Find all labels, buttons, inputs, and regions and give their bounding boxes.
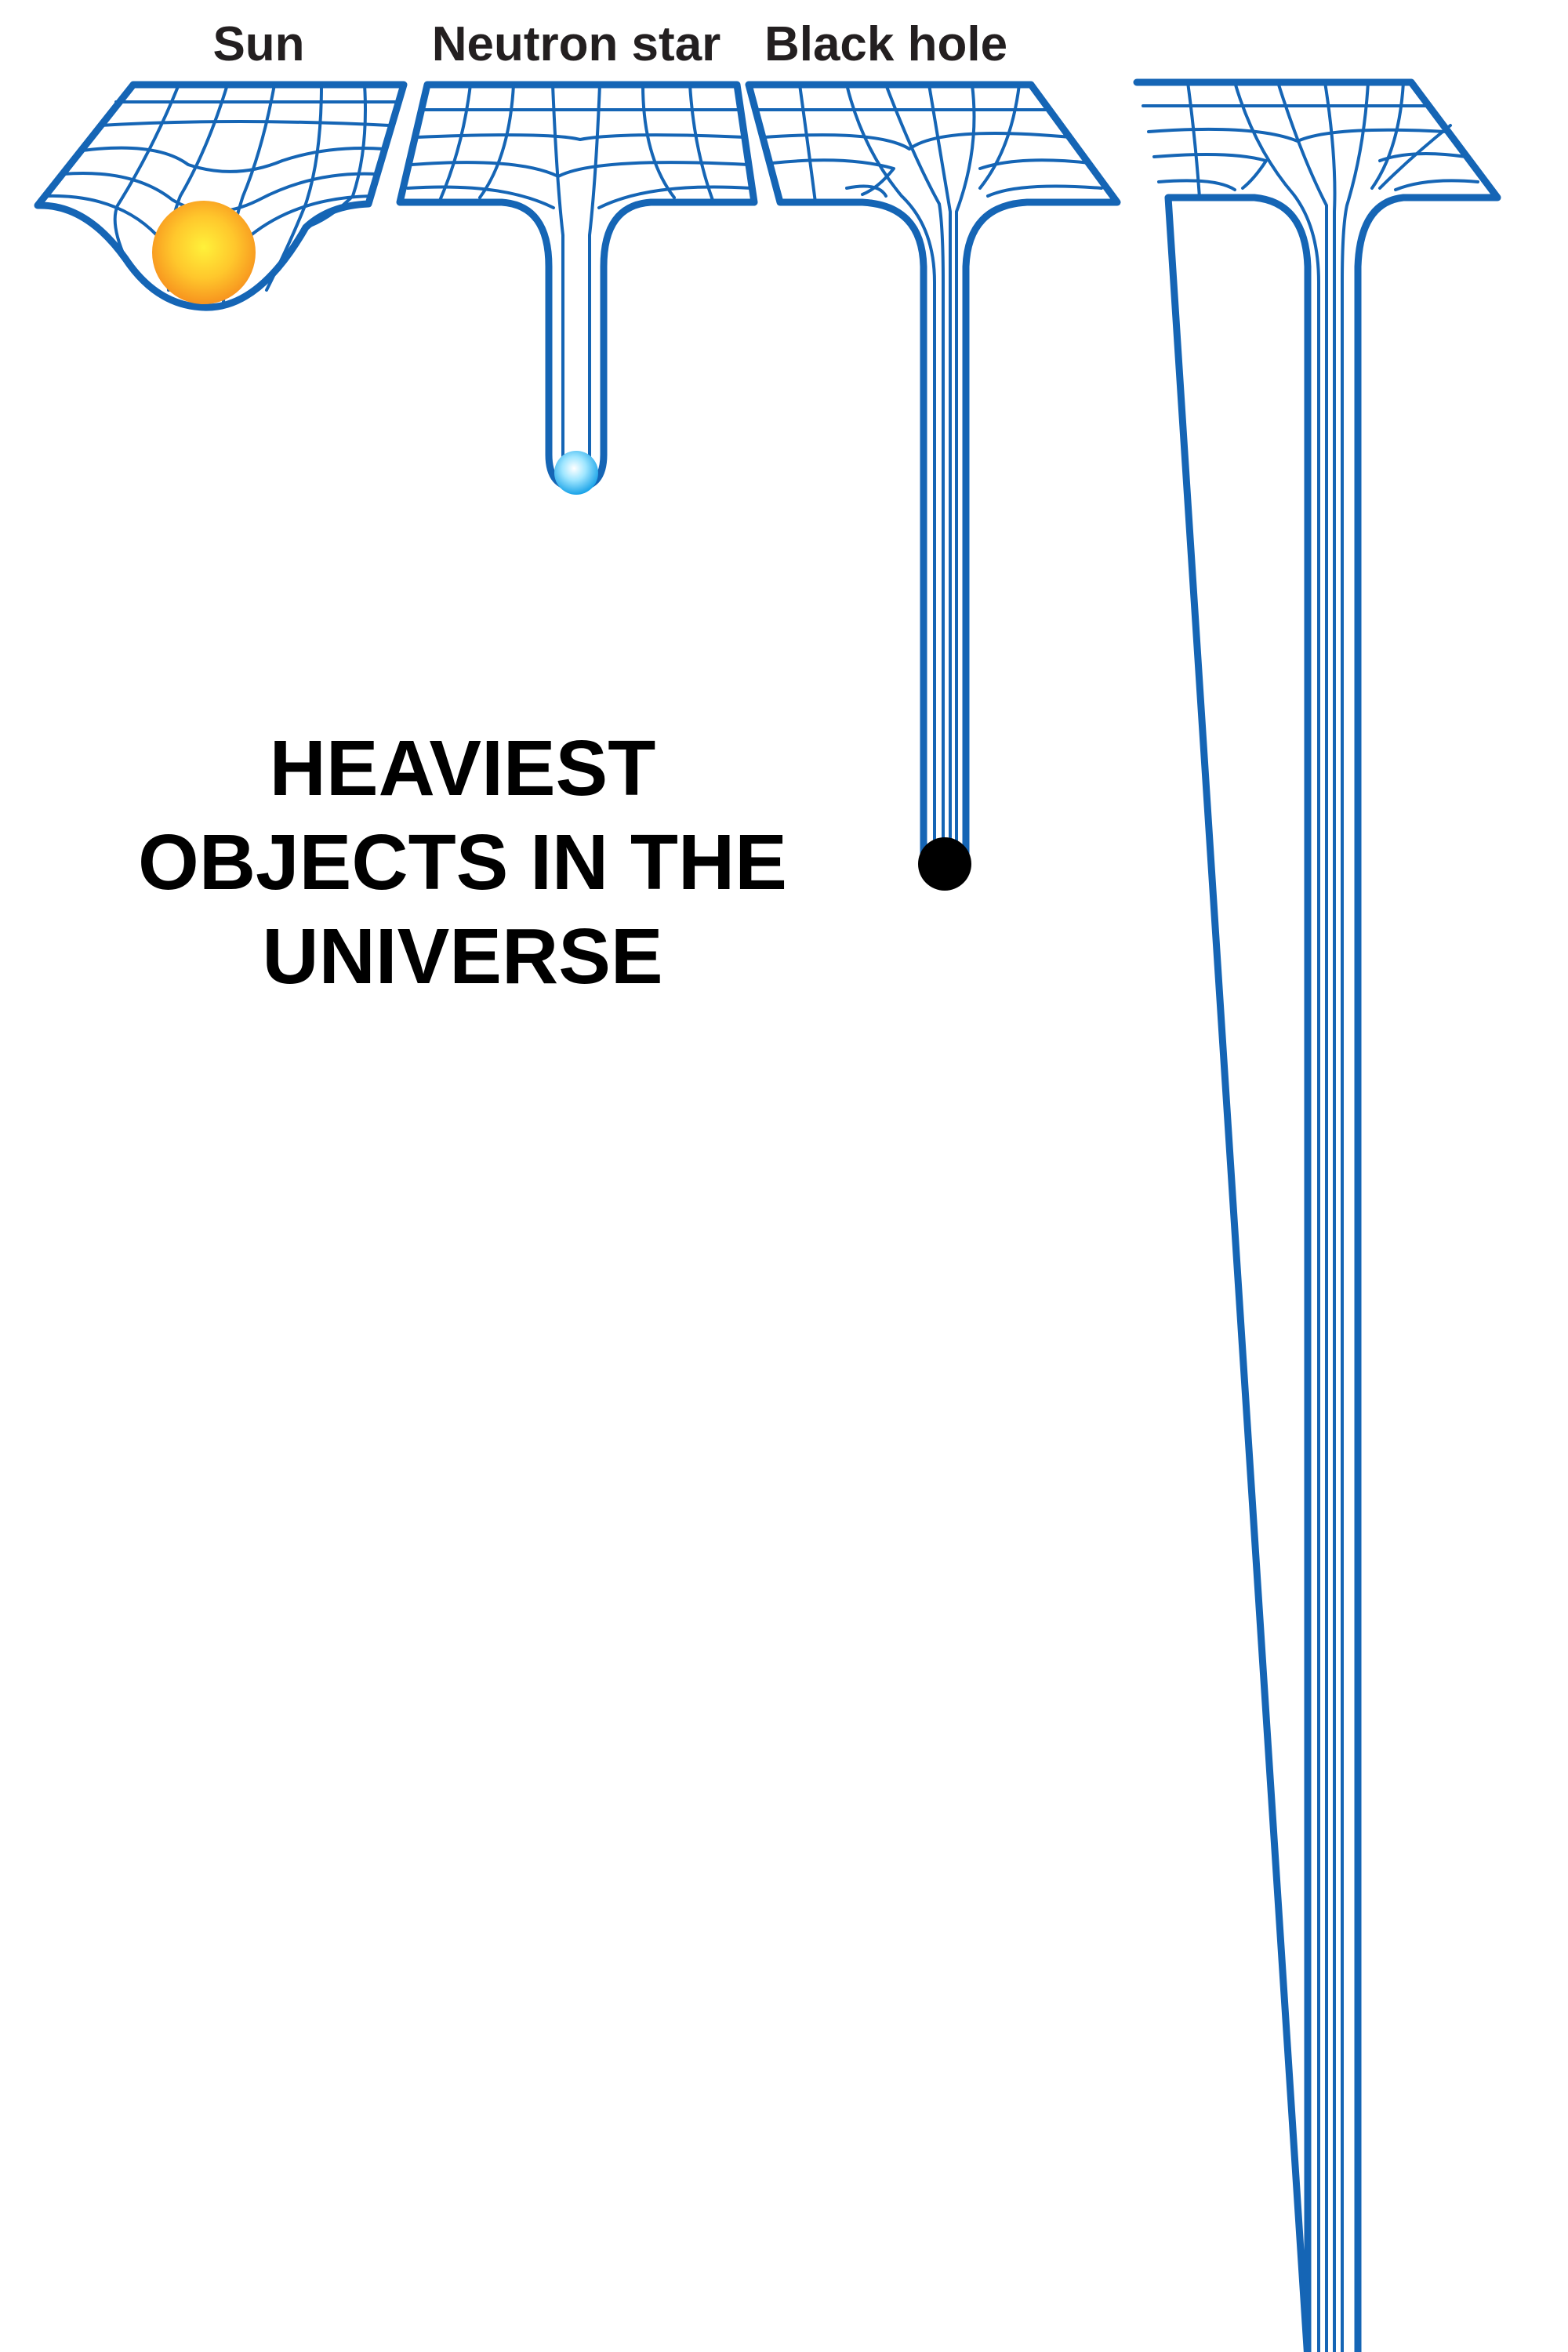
neutron-star-label: Neutron star [431, 17, 721, 71]
neutron-star-icon [554, 451, 598, 495]
neutron-star-spacetime-grid [396, 81, 758, 492]
fourth-grid-outline [1133, 78, 1501, 2352]
page-title: HEAVIEST OBJECTS IN THE UNIVERSE [86, 721, 839, 1004]
neutron-grid-outline [396, 81, 758, 492]
title-line-3: UNIVERSE [262, 913, 663, 1000]
black-hole-spacetime-grid [745, 81, 1121, 866]
title-line-2: OBJECTS IN THE [138, 818, 787, 906]
title-line-1: HEAVIEST [269, 724, 656, 812]
black-hole-icon [918, 837, 971, 891]
black-hole-label: Black hole [764, 17, 1008, 71]
sun-grid-outline [34, 81, 408, 311]
sun-icon [152, 201, 256, 304]
supermassive-spacetime-grid [1133, 78, 1501, 2352]
sun-label: Sun [212, 17, 305, 71]
